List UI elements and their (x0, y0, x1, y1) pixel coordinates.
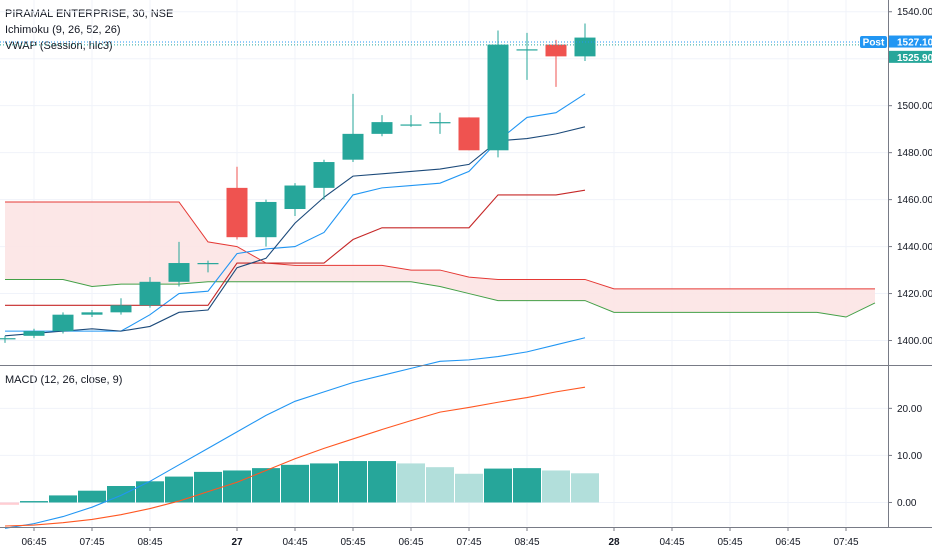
candle-body (284, 185, 306, 210)
macd-histogram-bar (397, 463, 425, 503)
x-tick-label: 27 (231, 537, 243, 548)
y-tick-label: 1420.00 (897, 289, 932, 300)
chart-title: PIRAMAL ENTERPRISE, 30, NSE (5, 8, 174, 20)
candle-body (110, 305, 132, 313)
x-tick-label: 06:45 (21, 537, 46, 548)
macd-histogram (0, 461, 599, 505)
macd-line (4, 337, 586, 529)
x-tick-label: 07:45 (833, 537, 858, 548)
x-tick-label: 07:45 (79, 537, 104, 548)
post-label-badge (860, 36, 887, 49)
macd-histogram-bar (165, 476, 193, 503)
candle-body (168, 263, 190, 282)
macd-histogram-bar (426, 467, 454, 503)
x-tick-label: 08:45 (514, 537, 539, 548)
y-tick-label: 1400.00 (897, 336, 932, 347)
x-tick-label: 08:45 (137, 537, 162, 548)
candle-body (81, 312, 103, 315)
macd-y-tick-label: 0.00 (897, 498, 917, 509)
x-tick-label: 06:45 (775, 537, 800, 548)
macd-histogram-bar (310, 463, 338, 503)
x-tick-label: 04:45 (282, 537, 307, 548)
panel-frame (0, 0, 932, 528)
candle-body (371, 122, 393, 134)
base-line (5, 189, 586, 306)
candle-body (139, 281, 161, 306)
y-tick-label: 1440.00 (897, 242, 932, 253)
macd-y-tick-label: 20.00 (897, 404, 922, 415)
candle-body (313, 162, 335, 188)
macd-histogram-bar (571, 473, 599, 503)
macd-histogram-bar (252, 468, 280, 503)
macd-histogram-bar (455, 473, 483, 503)
post-label-text: Post (863, 38, 885, 49)
macd-lines (4, 337, 586, 529)
post-price-text: 1527.10 (897, 38, 932, 49)
vwap-legend[interactable]: VWAP (Session, hlc3) (5, 40, 113, 52)
macd-histogram-bar (484, 468, 512, 503)
candle-body (574, 37, 596, 57)
macd-histogram-bar (78, 490, 106, 503)
macd-histogram-bar (194, 471, 222, 503)
macd-histogram-bar (339, 461, 367, 503)
x-tick-label: 06:45 (398, 537, 423, 548)
cloud-fill (5, 201, 875, 318)
candle-body (545, 44, 567, 57)
ichimoku-cloud (5, 201, 876, 318)
macd-histogram-bar (368, 461, 396, 503)
x-axis-labels: 06:45 07:45 08:45 27 04:45 05:45 06:45 07:45 08:… (21, 527, 859, 548)
y-tick-label: 1480.00 (897, 148, 932, 159)
candle-body (226, 187, 248, 238)
x-tick-label: 05:45 (717, 537, 742, 548)
candle-body (429, 122, 451, 124)
y-axis-labels: 1400.00 1420.00 1440.00 1460.00 1480.00 1500.… (888, 7, 932, 509)
x-tick-label: 04:45 (659, 537, 684, 548)
candle-body (487, 44, 509, 151)
macd-histogram-bar (136, 481, 164, 503)
candle-body (52, 314, 74, 332)
macd-histogram-bar (542, 470, 570, 503)
macd-histogram-bar (49, 495, 77, 503)
candle-body (400, 124, 422, 126)
macd-y-tick-label: 10.00 (897, 451, 922, 462)
macd-histogram-bar (107, 486, 135, 503)
candle-body (458, 117, 480, 151)
macd-histogram-bar (513, 468, 541, 503)
macd-histogram-bar (0, 502, 19, 505)
post-price-badge (889, 35, 932, 48)
y-tick-label: 1500.00 (897, 101, 932, 112)
candle-body (197, 263, 219, 265)
candle-body (516, 49, 538, 51)
candle-body (342, 133, 364, 160)
price-tags: Post 1527.10 1525.90 (860, 35, 932, 64)
candles[interactable] (0, 23, 596, 343)
last-price-text: 1525.90 (897, 53, 932, 64)
lead-2-line (5, 201, 875, 290)
conversion-line (5, 93, 586, 332)
macd-histogram-bar (281, 464, 309, 503)
y-tick-label: 1540.00 (897, 7, 932, 18)
candle-body (23, 331, 45, 336)
candle-body (255, 201, 277, 238)
last-price-badge (889, 50, 932, 63)
x-tick-label: 07:45 (456, 537, 481, 548)
signal-line (4, 386, 586, 527)
y-tick-label: 1460.00 (897, 195, 932, 206)
x-tick-label: 05:45 (340, 537, 365, 548)
candle-body (0, 338, 16, 340)
macd-histogram-bar (223, 470, 251, 503)
x-tick-label: 28 (608, 537, 620, 548)
macd-histogram-bar (20, 501, 48, 503)
